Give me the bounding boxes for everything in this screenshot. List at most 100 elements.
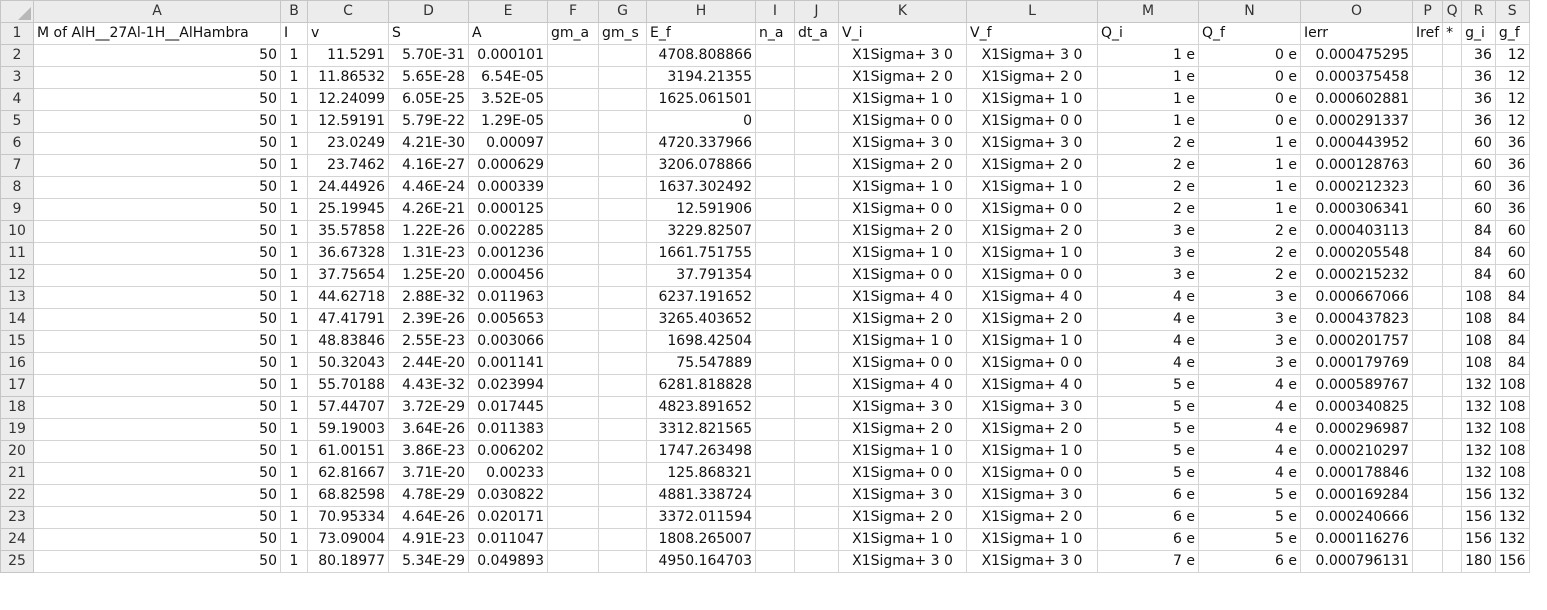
cell-p[interactable] [1411,286,1444,309]
cell-h[interactable]: 3194.21355 [646,66,756,89]
cell-l[interactable]: X1Sigma+ 0 0 [966,264,1098,287]
cell-k[interactable]: X1Sigma+ 0 0 [838,264,967,287]
cell-n[interactable]: 2 e [1198,220,1301,243]
cell-a[interactable]: 50 [33,484,281,507]
cell-e[interactable]: 0.011383 [468,418,548,441]
row-header[interactable]: 18 [0,396,34,419]
cell-p[interactable] [1411,242,1444,265]
cell-r[interactable]: 132 [1461,440,1496,463]
column-header-k[interactable]: K [838,0,967,23]
cell-k[interactable]: X1Sigma+ 3 0 [838,132,967,155]
cell-e[interactable]: 0.003066 [468,330,548,353]
cell-i[interactable] [755,154,795,177]
cell-i[interactable] [755,330,795,353]
cell-c[interactable]: 25.19945 [307,198,389,221]
column-header-o[interactable]: O [1300,0,1413,23]
cell-h[interactable]: 37.791354 [646,264,756,287]
cell-g[interactable] [598,66,647,89]
cell-d[interactable]: 3.72E-29 [388,396,469,419]
cell-k[interactable]: X1Sigma+ 1 0 [838,242,967,265]
cell-n[interactable]: 5 e [1198,528,1301,551]
cell-l[interactable]: X1Sigma+ 1 0 [966,440,1098,463]
cell-k[interactable]: X1Sigma+ 2 0 [838,154,967,177]
header-cell-c[interactable]: v [307,22,389,45]
cell-l[interactable]: X1Sigma+ 2 0 [966,66,1098,89]
cell-b[interactable]: 1 [280,440,308,463]
cell-m[interactable]: 7 e [1097,550,1199,573]
cell-l[interactable]: X1Sigma+ 0 0 [966,352,1098,375]
cell-a[interactable]: 50 [33,242,281,265]
cell-e[interactable]: 0.005653 [468,308,548,331]
cell-d[interactable]: 3.71E-20 [388,462,469,485]
cell-a[interactable]: 50 [33,506,281,529]
cell-k[interactable]: X1Sigma+ 3 0 [838,396,967,419]
column-header-e[interactable]: E [468,0,548,23]
cell-d[interactable]: 2.44E-20 [388,352,469,375]
cell-d[interactable]: 5.34E-29 [388,550,469,573]
cell-l[interactable]: X1Sigma+ 3 0 [966,44,1098,67]
cell-h[interactable]: 1661.751755 [646,242,756,265]
cell-f[interactable] [547,462,599,485]
column-header-f[interactable]: F [547,0,599,23]
cell-h[interactable]: 4950.164703 [646,550,756,573]
cell-i[interactable] [755,132,795,155]
cell-r[interactable]: 36 [1461,110,1496,133]
cell-g[interactable] [598,176,647,199]
cell-e[interactable]: 0.000456 [468,264,548,287]
cell-j[interactable] [794,242,839,265]
cell-d[interactable]: 4.91E-23 [388,528,469,551]
cell-m[interactable]: 6 e [1097,528,1199,551]
cell-n[interactable]: 1 e [1198,132,1301,155]
header-cell-j[interactable]: dt_a [794,22,839,45]
cell-e[interactable]: 6.54E-05 [468,66,548,89]
cell-f[interactable] [547,484,599,507]
cell-j[interactable] [794,418,839,441]
cell-j[interactable] [794,308,839,331]
cell-a[interactable]: 50 [33,462,281,485]
cell-l[interactable]: X1Sigma+ 0 0 [966,462,1098,485]
cell-a[interactable]: 50 [33,66,281,89]
cell-s[interactable]: 12 [1494,88,1530,111]
cell-p[interactable] [1411,220,1444,243]
cell-s[interactable]: 60 [1494,264,1530,287]
cell-e[interactable]: 0.001141 [468,352,548,375]
cell-g[interactable] [598,374,647,397]
cell-r[interactable]: 132 [1461,462,1496,485]
cell-s[interactable]: 36 [1494,198,1530,221]
header-cell-k[interactable]: V_i [838,22,967,45]
cell-r[interactable]: 108 [1461,308,1496,331]
cell-r[interactable]: 60 [1461,132,1496,155]
cell-g[interactable] [598,286,647,309]
cell-f[interactable] [547,242,599,265]
cell-e[interactable]: 0.006202 [468,440,548,463]
column-header-p[interactable]: P [1411,0,1444,23]
cell-e[interactable]: 0.000125 [468,198,548,221]
cell-l[interactable]: X1Sigma+ 0 0 [966,110,1098,133]
cell-r[interactable]: 180 [1461,550,1496,573]
cell-h[interactable]: 4881.338724 [646,484,756,507]
cell-n[interactable]: 2 e [1198,264,1301,287]
cell-j[interactable] [794,286,839,309]
cell-d[interactable]: 1.31E-23 [388,242,469,265]
cell-k[interactable]: X1Sigma+ 2 0 [838,66,967,89]
cell-p[interactable] [1411,440,1444,463]
cell-n[interactable]: 4 e [1198,374,1301,397]
cell-l[interactable]: X1Sigma+ 2 0 [966,506,1098,529]
cell-e[interactable]: 0.002285 [468,220,548,243]
cell-p[interactable] [1411,110,1444,133]
cell-m[interactable]: 3 e [1097,220,1199,243]
cell-m[interactable]: 3 e [1097,264,1199,287]
cell-f[interactable] [547,198,599,221]
cell-g[interactable] [598,484,647,507]
cell-q[interactable] [1442,528,1463,551]
header-cell-q[interactable]: * [1442,22,1463,45]
cell-q[interactable] [1442,308,1463,331]
cell-r[interactable]: 84 [1461,242,1496,265]
row-header[interactable]: 6 [0,132,34,155]
cell-m[interactable]: 5 e [1097,462,1199,485]
cell-h[interactable]: 4708.808866 [646,44,756,67]
cell-a[interactable]: 50 [33,374,281,397]
cell-d[interactable]: 3.64E-26 [388,418,469,441]
cell-l[interactable]: X1Sigma+ 2 0 [966,220,1098,243]
cell-f[interactable] [547,44,599,67]
